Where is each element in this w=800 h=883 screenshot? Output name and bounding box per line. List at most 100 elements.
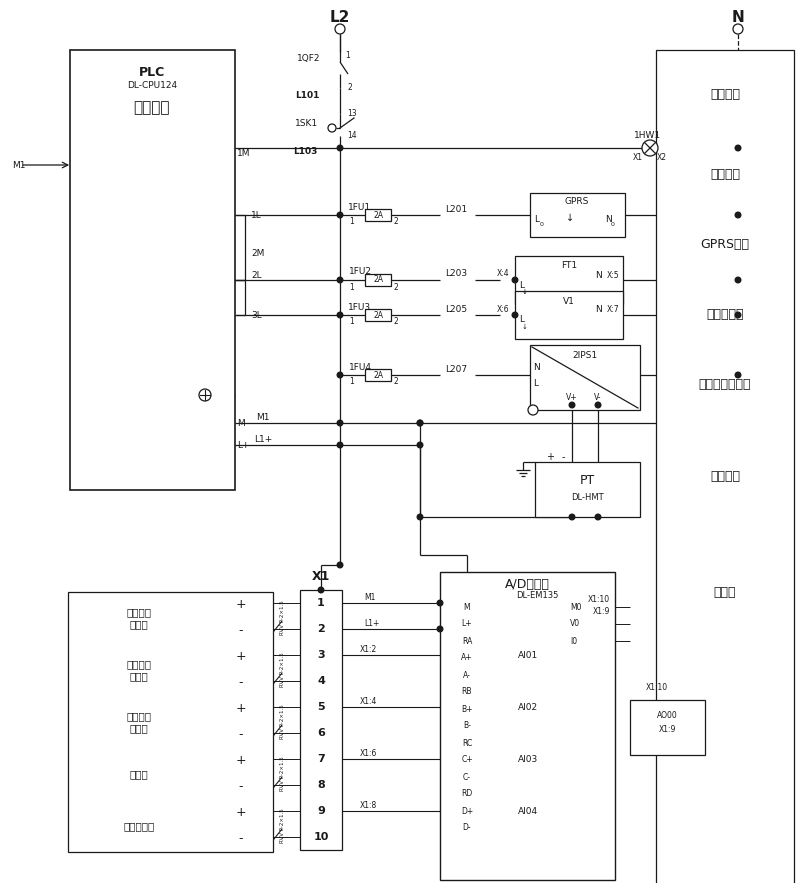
- Text: A-: A-: [463, 670, 471, 680]
- Text: 2A: 2A: [373, 210, 383, 220]
- Text: 1FU4: 1FU4: [349, 363, 371, 372]
- Text: X1: X1: [312, 570, 330, 584]
- Text: -: -: [238, 624, 243, 638]
- Text: L: L: [534, 379, 538, 388]
- Circle shape: [437, 626, 443, 632]
- Circle shape: [199, 389, 211, 401]
- Text: M: M: [237, 419, 245, 427]
- Text: M1: M1: [12, 161, 26, 170]
- Text: 2: 2: [394, 378, 398, 387]
- Circle shape: [735, 373, 741, 378]
- Text: X:5: X:5: [607, 270, 620, 280]
- Text: RVV P-2×1.5: RVV P-2×1.5: [279, 653, 285, 687]
- Circle shape: [338, 212, 343, 218]
- Text: RA: RA: [462, 637, 472, 645]
- Text: V-: V-: [594, 393, 602, 402]
- Text: 1M: 1M: [237, 148, 250, 157]
- Bar: [630, 700, 705, 755]
- Text: 回水温度
传感器: 回水温度 传感器: [126, 711, 151, 733]
- Text: 1: 1: [350, 217, 354, 227]
- Text: +: +: [236, 651, 246, 663]
- Text: +: +: [546, 452, 554, 462]
- Text: M1: M1: [364, 592, 375, 601]
- Text: D-: D-: [462, 824, 471, 833]
- Circle shape: [735, 277, 741, 283]
- Text: 1HW1: 1HW1: [634, 131, 662, 140]
- Text: L1+: L1+: [254, 434, 272, 443]
- Text: +: +: [236, 599, 246, 612]
- Text: ↓: ↓: [522, 289, 528, 295]
- Text: 1: 1: [350, 378, 354, 387]
- Text: 三通调节阀电源: 三通调节阀电源: [698, 379, 751, 391]
- Text: DL-EM135: DL-EM135: [516, 591, 558, 600]
- Text: X2: X2: [657, 154, 667, 162]
- Text: 10: 10: [314, 832, 329, 842]
- Circle shape: [338, 373, 343, 378]
- Text: 3: 3: [317, 650, 325, 660]
- Text: 2M: 2M: [251, 248, 264, 258]
- Text: 2: 2: [317, 624, 325, 634]
- Text: B-: B-: [463, 721, 471, 730]
- Text: L1+: L1+: [364, 618, 379, 628]
- Text: RVV P-2×1.5: RVV P-2×1.5: [279, 600, 285, 636]
- Text: RVV P-2×1.5: RVV P-2×1.5: [279, 757, 285, 791]
- Text: L: L: [519, 281, 525, 290]
- Text: 1SK1: 1SK1: [295, 119, 318, 129]
- Text: X1:10: X1:10: [646, 683, 668, 692]
- Bar: [535, 462, 640, 517]
- Text: V+: V+: [566, 393, 578, 402]
- Text: X1:8: X1:8: [360, 801, 378, 810]
- Text: X1:10: X1:10: [588, 594, 610, 603]
- Text: 电源指示: 电源指示: [710, 169, 740, 182]
- Circle shape: [512, 313, 518, 318]
- Text: RVV P-2×1.5: RVV P-2×1.5: [279, 705, 285, 739]
- Text: N: N: [533, 363, 539, 372]
- Bar: [365, 209, 391, 221]
- Text: X1: X1: [633, 154, 643, 162]
- Bar: [515, 256, 623, 304]
- Text: 触摸屏: 触摸屏: [714, 585, 736, 599]
- Text: N: N: [594, 306, 602, 314]
- Text: L+: L+: [237, 441, 250, 449]
- Text: 1: 1: [350, 283, 354, 291]
- Bar: [515, 291, 623, 339]
- Text: 0: 0: [540, 223, 544, 228]
- Circle shape: [418, 420, 422, 426]
- Text: -: -: [238, 676, 243, 690]
- Bar: [300, 590, 342, 850]
- Circle shape: [595, 514, 601, 520]
- Bar: [68, 592, 273, 852]
- Text: C-: C-: [463, 773, 471, 781]
- Text: 开关电源: 开关电源: [710, 471, 740, 484]
- Bar: [656, 50, 794, 883]
- Text: X:6: X:6: [497, 305, 510, 313]
- Text: V1: V1: [563, 297, 575, 306]
- Circle shape: [418, 514, 422, 520]
- Text: GPRS: GPRS: [565, 198, 589, 207]
- Text: I0: I0: [570, 637, 577, 645]
- Text: X1:9: X1:9: [593, 608, 610, 616]
- Bar: [365, 309, 391, 321]
- Text: N: N: [732, 11, 744, 26]
- Text: L205: L205: [445, 305, 467, 313]
- Text: -: -: [238, 781, 243, 794]
- Text: 2: 2: [394, 217, 398, 227]
- Text: 5: 5: [317, 702, 325, 712]
- Text: 2: 2: [394, 318, 398, 327]
- Text: 9: 9: [317, 806, 325, 816]
- Text: 2: 2: [394, 283, 398, 291]
- Text: 13: 13: [347, 109, 357, 118]
- Text: +: +: [236, 754, 246, 767]
- Circle shape: [735, 313, 741, 318]
- Text: 7: 7: [317, 754, 325, 764]
- Text: L207: L207: [445, 365, 467, 374]
- Text: -: -: [562, 452, 565, 462]
- Bar: [530, 193, 625, 237]
- Circle shape: [512, 277, 518, 283]
- Text: -: -: [238, 833, 243, 846]
- Circle shape: [338, 145, 343, 151]
- Text: DL-HMT: DL-HMT: [570, 493, 603, 502]
- Text: 控制模块: 控制模块: [134, 101, 170, 116]
- Text: M0: M0: [570, 602, 582, 612]
- Text: 2: 2: [347, 84, 352, 93]
